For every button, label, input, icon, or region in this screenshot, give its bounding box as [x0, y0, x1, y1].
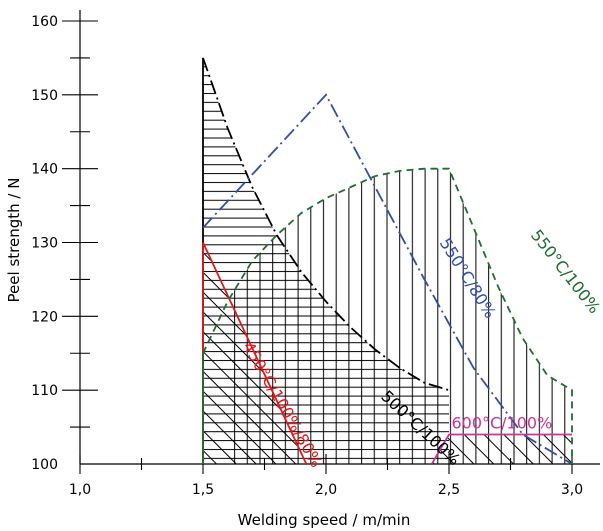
fill-550c-100 — [227, 168, 572, 464]
y-tick-label: 110 — [31, 383, 58, 399]
series-line-500c-100 — [202, 57, 450, 392]
y-tick-label: 160 — [31, 14, 58, 30]
y-tick-label: 120 — [31, 309, 58, 325]
series-line-550c-80 — [202, 93, 573, 464]
y-axis-title: Peel strength / N — [5, 178, 23, 303]
x-tick-label: 1,0 — [69, 482, 91, 498]
x-tick-label: 2,0 — [315, 482, 337, 498]
x-axis-title: Welding speed / m/min — [238, 511, 411, 529]
series-line-600c-100 — [431, 433, 572, 464]
series-line-550c-100 — [202, 167, 573, 464]
fill-600c-100 — [431, 434, 572, 464]
series-label-550c-100: 550°C/100% — [527, 226, 603, 317]
series-line-450c-100-80 — [202, 242, 308, 464]
axes: 100 110 120 130 140 150 160 1,0 1,5 2,0 2,5 3,0 — [31, 10, 600, 498]
y-tick-label: 140 — [31, 162, 58, 178]
x-tick-label: 2,5 — [438, 482, 460, 498]
y-tick-label: 130 — [31, 236, 58, 252]
y-tick-label: 150 — [31, 88, 58, 104]
series-label-600c-100: 600°C/100% — [451, 414, 552, 433]
x-tick-label: 3,0 — [561, 482, 583, 498]
y-tick-label: 100 — [31, 457, 58, 473]
x-tick-label: 1,5 — [192, 482, 214, 498]
series-lines — [202, 57, 573, 464]
